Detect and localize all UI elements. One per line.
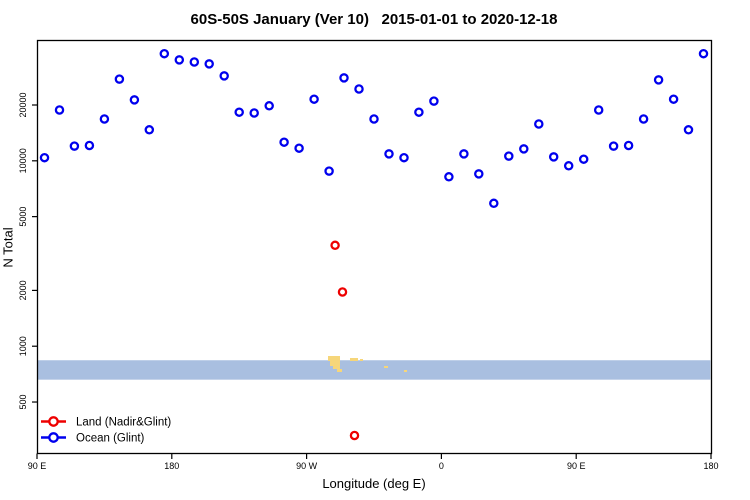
legend-marker [48,416,59,427]
ocean-data-point [563,161,574,171]
ocean-data-point [294,143,304,153]
ocean-data-point [429,96,439,106]
ocean-data-point [339,73,349,83]
ocean-data-point [444,172,454,182]
y-tick-label: 20000 [18,92,28,117]
latitude-strip-map-land-patch [330,361,340,366]
y-tick-label: 1000 [18,336,28,356]
legend-label: Ocean (Glint) [76,433,145,445]
latitude-strip-map-land-patch [360,359,363,361]
legend-marker [48,432,59,443]
latitude-strip-map-land-patch [404,370,407,372]
ocean-data-point [608,141,619,151]
ocean-data-point [264,101,274,111]
legend-label: Land (Nadir&Glint) [76,417,171,429]
ocean-data-point [489,198,499,209]
y-axis-title: N Total [0,227,16,268]
ocean-data-point [234,107,244,117]
ocean-data-point [39,152,50,163]
ocean-data-point [399,152,409,163]
ocean-data-point [653,75,664,85]
ocean-data-point [384,149,394,159]
ocean-data-point [519,144,529,154]
ocean-data-point [114,74,125,84]
land-data-point [349,430,360,441]
ocean-data-point [189,57,200,67]
ocean-data-point [144,125,155,135]
ocean-data-point [683,125,694,135]
y-tick-label: 2000 [18,280,28,300]
x-axis-title: Longitude (deg E) [322,476,426,491]
x-tick-label: 90 E [567,461,586,471]
ocean-data-point [414,107,424,117]
ocean-data-point [534,119,544,129]
ocean-data-point [159,48,170,59]
plot-border [36,39,713,455]
ocean-data-point [593,105,604,115]
land-data-point [330,240,340,251]
ocean-data-point [638,114,649,124]
latitude-strip-map-land-patch [384,366,388,368]
x-tick-label: 0 [439,461,444,471]
ocean-data-point [504,151,514,161]
latitude-strip-map-land-patch [333,365,340,369]
ocean-data-point [54,105,65,115]
ocean-data-point [219,71,229,81]
ocean-data-point [668,94,679,104]
ocean-data-point [309,94,319,104]
ocean-data-point [474,169,484,179]
ocean-data-point [698,48,709,59]
latitude-strip-map-land-patch [328,356,340,361]
x-tick-label: 180 [164,461,179,471]
y-tick-label: 10000 [18,148,28,173]
ocean-data-point [249,108,259,118]
latitude-strip-map-land-patch [337,369,342,372]
latitude-strip-map-land-patch [350,358,358,361]
ocean-data-point [99,114,110,124]
ocean-data-point [174,55,185,65]
ocean-data-point [548,152,559,162]
y-tick-label: 500 [18,395,28,410]
ocean-data-point [623,140,634,151]
x-tick-label: 180 [703,461,718,471]
ocean-data-point [84,140,95,151]
ocean-data-point [578,154,589,164]
ocean-data-point [369,114,379,124]
x-tick-label: 90 W [296,461,318,471]
land-data-point [337,287,348,297]
ocean-data-point [324,166,334,176]
ocean-data-point [279,137,289,147]
ocean-data-point [354,84,364,94]
ocean-data-point [204,59,214,69]
ocean-data-point [69,141,80,151]
x-tick-label: 90 E [28,461,47,471]
latitude-strip-map-ocean [37,360,711,380]
chart-title: 60S-50S January (Ver 10) 2015-01-01 to 2… [190,11,558,28]
y-tick-label: 5000 [18,207,28,227]
ocean-data-point [129,95,140,105]
ocean-data-point [459,149,469,159]
